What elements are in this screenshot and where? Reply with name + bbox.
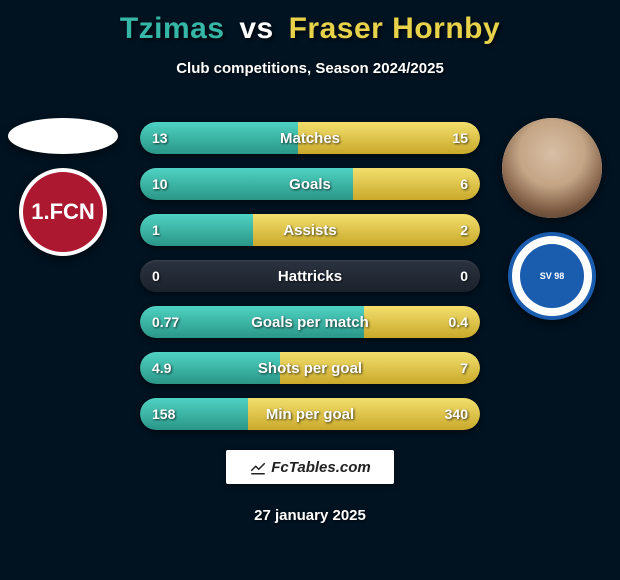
bar-value-right: 340 [445,398,468,430]
bar-label: Matches [140,122,480,154]
watermark-text: FcTables.com [271,459,370,476]
watermark: FcTables.com [226,450,394,484]
bar-value-right: 7 [460,352,468,384]
club-left-logo: 1.FCN [19,168,107,256]
chart-icon [249,458,267,476]
player1-photo [8,118,118,154]
vs-text: vs [239,12,273,45]
player2-name: Fraser Hornby [289,12,501,45]
bar-value-right: 0 [460,260,468,292]
bar-label: Goals [140,168,480,200]
stat-row: Goals10 6 [140,168,480,200]
bar-label: Assists [140,214,480,246]
left-column: 1.FCN [8,118,118,256]
bar-value-left: 4.9 [152,352,171,384]
player2-photo [502,118,602,218]
subtitle: Club competitions, Season 2024/2025 [0,60,620,77]
stat-bars: Matches13 15 Goals10 6 Assists1 2 Hattricks0 0 G… [140,122,480,430]
stat-row: Hattricks0 0 [140,260,480,292]
bar-label: Goals per match [140,306,480,338]
bar-value-left: 0 [152,260,160,292]
page-title: Tzimas vs Fraser Hornby [0,0,620,46]
player1-name: Tzimas [120,12,225,45]
bar-value-left: 0.77 [152,306,179,338]
bar-value-left: 158 [152,398,175,430]
date: 27 january 2025 [0,507,620,524]
stat-row: Matches13 15 [140,122,480,154]
bar-value-right: 0.4 [449,306,468,338]
bar-label: Min per goal [140,398,480,430]
bar-value-right: 15 [452,122,468,154]
stat-row: Assists1 2 [140,214,480,246]
club-right-logo: SV 98 [508,232,596,320]
bar-value-left: 10 [152,168,168,200]
bar-label: Hattricks [140,260,480,292]
stat-row: Min per goal158 340 [140,398,480,430]
stat-row: Goals per match0.77 0.4 [140,306,480,338]
right-column: SV 98 [492,118,612,320]
bar-label: Shots per goal [140,352,480,384]
bar-value-left: 1 [152,214,160,246]
bar-value-right: 6 [460,168,468,200]
club-left-short: 1.FCN [31,203,95,222]
bar-value-left: 13 [152,122,168,154]
bar-value-right: 2 [460,214,468,246]
stat-row: Shots per goal4.9 7 [140,352,480,384]
player2-face [502,118,602,218]
club-right-short: SV 98 [520,244,584,308]
